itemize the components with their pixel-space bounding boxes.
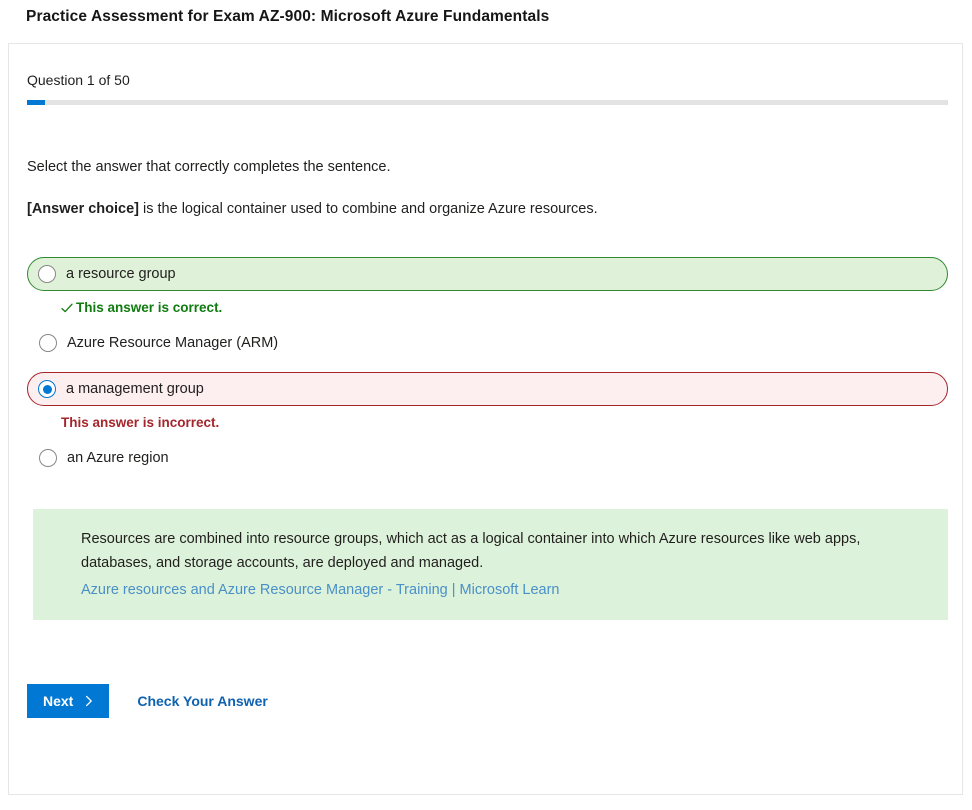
- radio-icon[interactable]: [39, 449, 57, 467]
- explanation-panel: Resources are combined into resource gro…: [33, 509, 948, 620]
- answer-option-label: Azure Resource Manager (ARM): [67, 335, 279, 351]
- radio-icon-selected[interactable]: [38, 380, 56, 398]
- radio-icon[interactable]: [38, 265, 56, 283]
- question-counter: Question 1 of 50: [27, 72, 130, 88]
- answer-choice-placeholder: [Answer choice]: [27, 201, 139, 217]
- answer-option-azure-resource-manager[interactable]: Azure Resource Manager (ARM): [27, 326, 948, 360]
- progress-bar: [27, 100, 948, 105]
- answer-option-an-azure-region[interactable]: an Azure region: [27, 441, 948, 475]
- question-prompt: Select the answer that correctly complet…: [27, 157, 944, 219]
- feedback-correct: This answer is correct.: [60, 299, 944, 316]
- check-your-answer-link[interactable]: Check Your Answer: [137, 693, 268, 709]
- spacer: [27, 360, 944, 372]
- radio-icon[interactable]: [39, 334, 57, 352]
- progress-bar-fill: [27, 100, 46, 105]
- option-row-2: Azure Resource Manager (ARM): [27, 326, 944, 360]
- option-row-4: an Azure region: [27, 441, 944, 475]
- option-row-1: a resource group This answer is correct.: [27, 257, 948, 316]
- answer-option-label: an Azure region: [67, 450, 169, 466]
- question-stem-rest: is the logical container used to combine…: [139, 201, 598, 217]
- chevron-right-icon: [83, 695, 95, 707]
- question-stem: [Answer choice] is the logical container…: [27, 199, 944, 219]
- spacer: [27, 431, 944, 441]
- explanation-text: Resources are combined into resource gro…: [81, 531, 861, 571]
- feedback-incorrect-text: This answer is incorrect.: [61, 415, 220, 430]
- option-row-3: a management group This answer is incorr…: [27, 372, 948, 431]
- next-button-label: Next: [43, 693, 74, 709]
- answer-options: a resource group This answer is correct.: [27, 257, 948, 475]
- explanation-link[interactable]: Azure resources and Azure Resource Manag…: [81, 582, 560, 598]
- question-instruction: Select the answer that correctly complet…: [27, 159, 391, 175]
- footer-actions: Next Check Your Answer: [27, 684, 944, 718]
- answer-option-a-management-group[interactable]: a management group: [27, 372, 948, 406]
- answer-option-label: a management group: [66, 381, 204, 397]
- feedback-correct-text: This answer is correct.: [76, 300, 223, 315]
- answer-option-label: a resource group: [66, 266, 176, 282]
- feedback-incorrect: This answer is incorrect.: [61, 414, 944, 431]
- page-title: Practice Assessment for Exam AZ-900: Mic…: [26, 8, 550, 25]
- question-card: Question 1 of 50 Select the answer that …: [8, 43, 963, 795]
- check-icon: [60, 301, 74, 315]
- spacer: [27, 316, 944, 326]
- answer-option-a-resource-group[interactable]: a resource group: [27, 257, 948, 291]
- next-button[interactable]: Next: [27, 684, 110, 718]
